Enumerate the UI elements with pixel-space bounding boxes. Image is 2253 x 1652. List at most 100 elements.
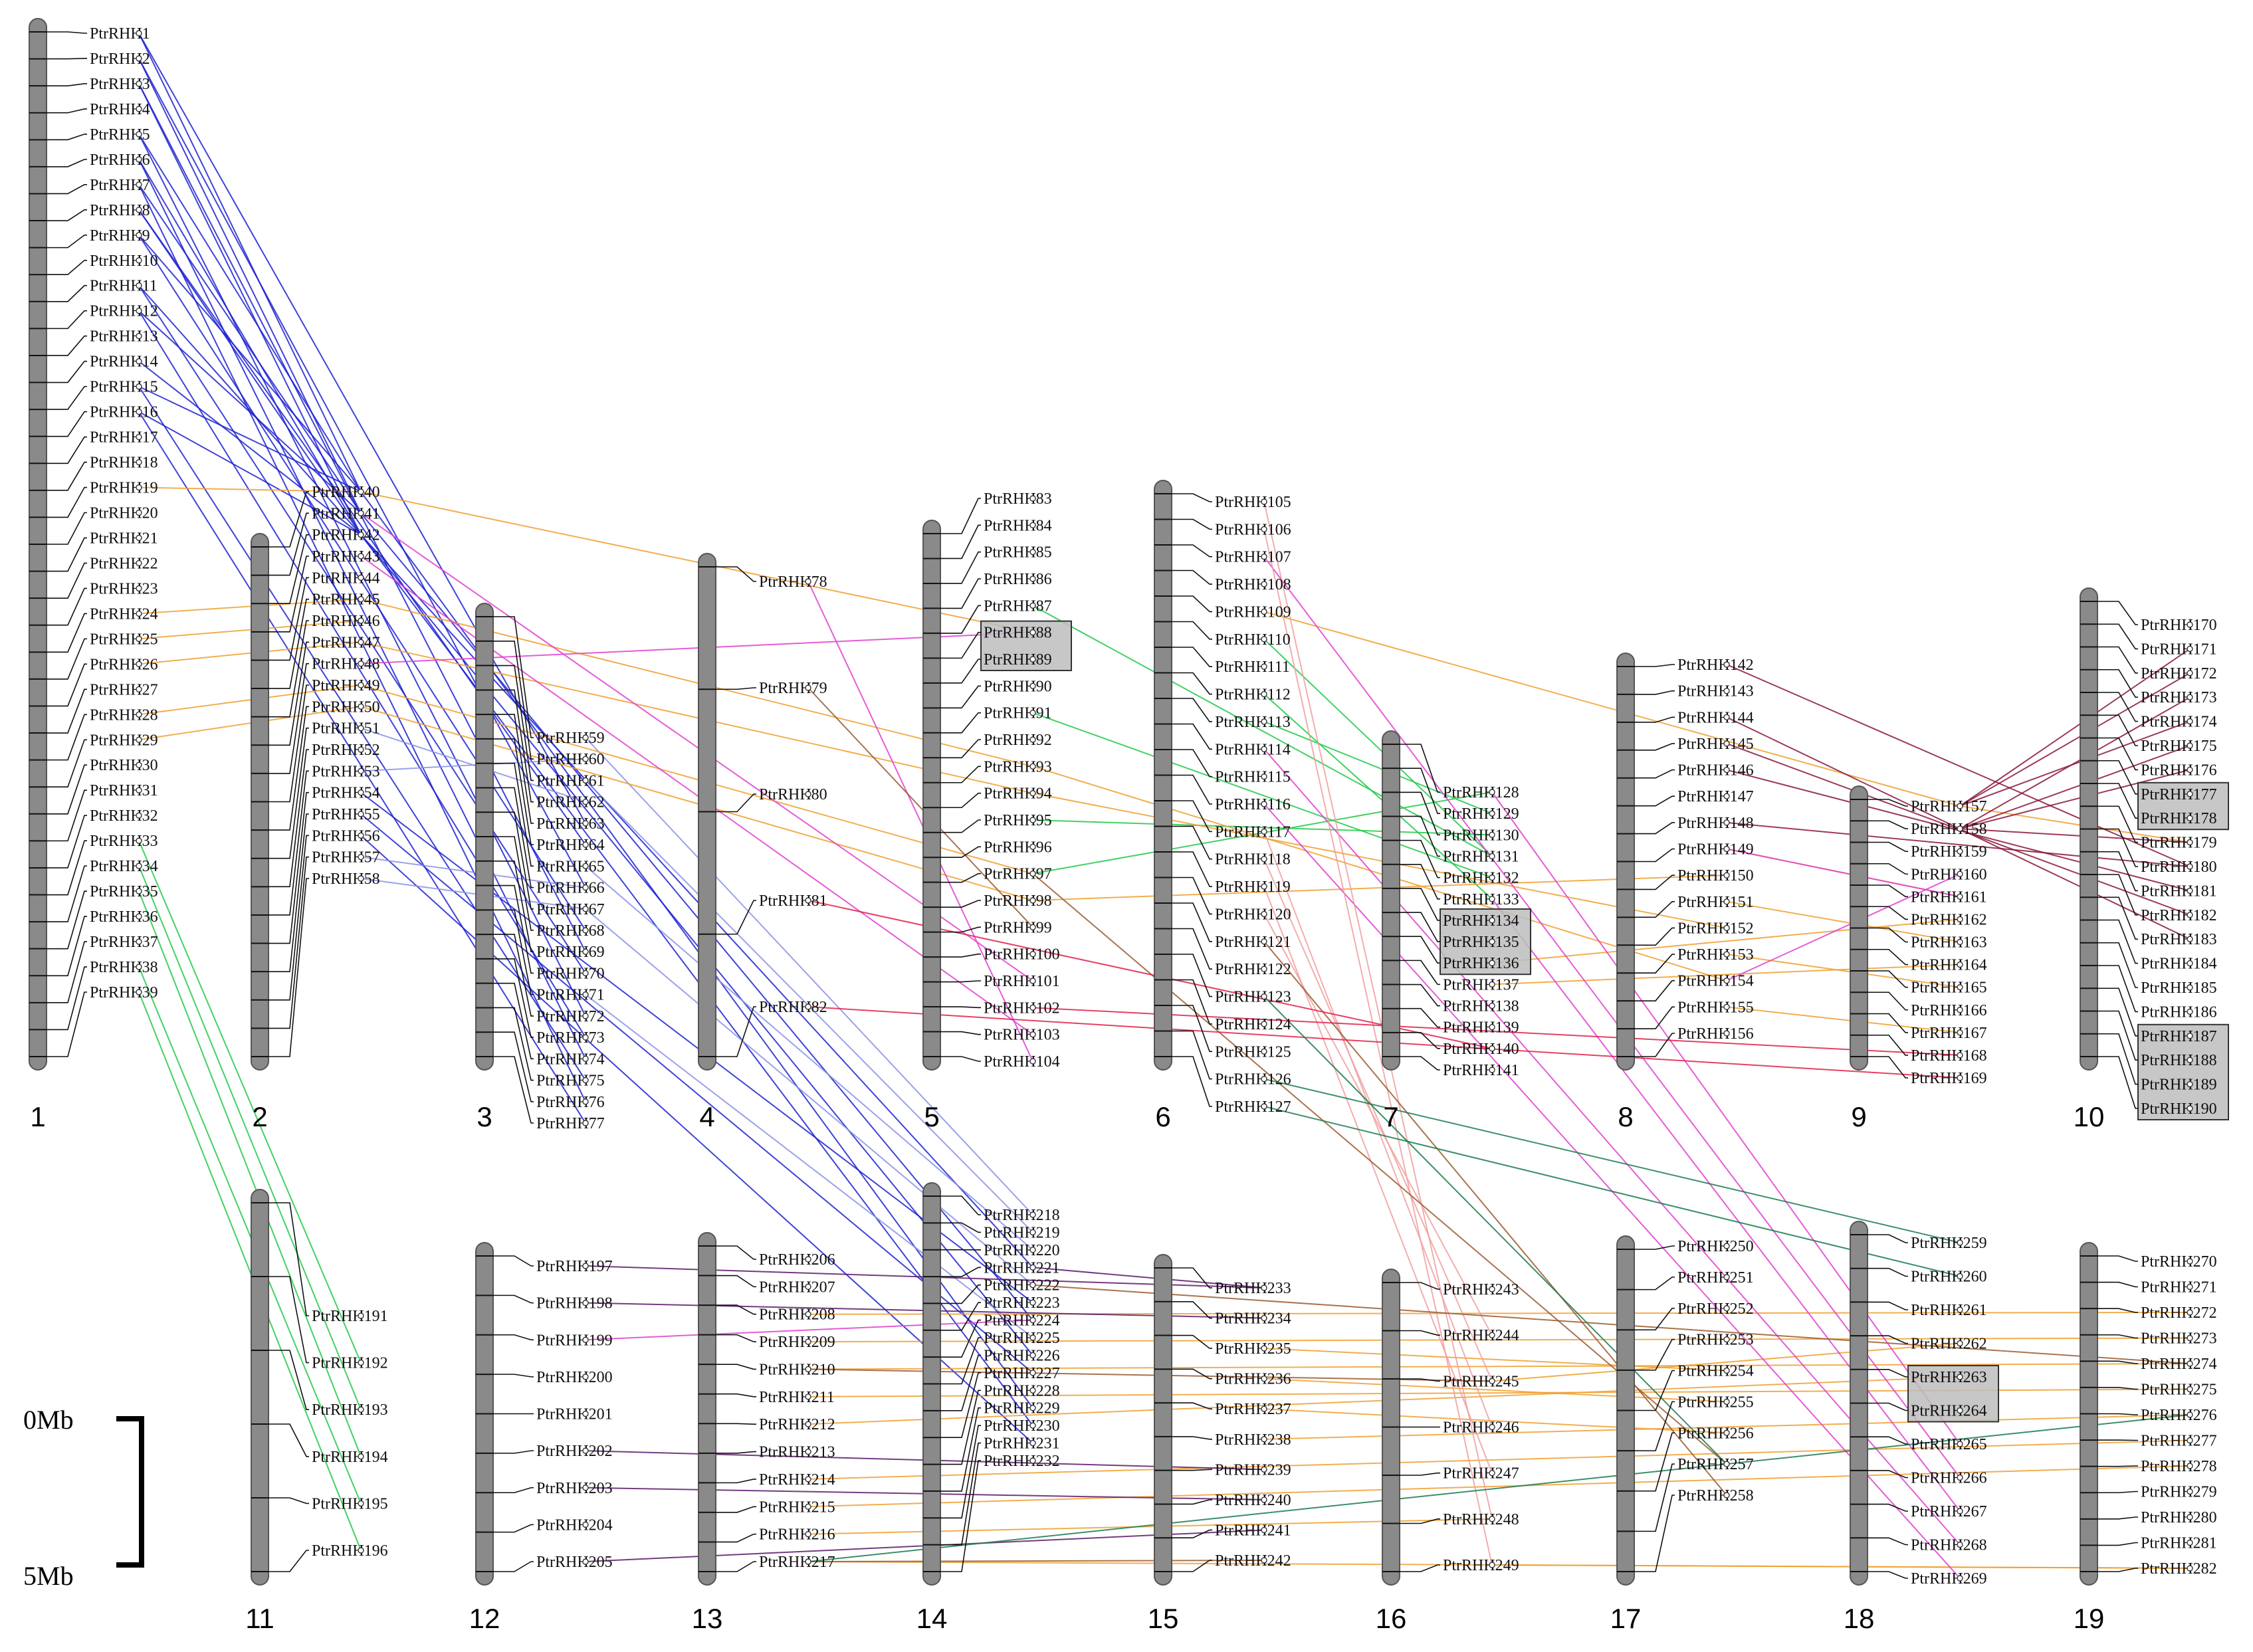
gene-marker: PtrRHH185: [2080, 942, 2217, 997]
gene-marker: PtrRHH195: [251, 1495, 388, 1512]
gene-marker: PtrRHH181: [2080, 851, 2217, 900]
gene-leader-line: [1172, 544, 1212, 558]
gene-anchor-dot: [1957, 1374, 1963, 1380]
gene-leader-line: [493, 738, 534, 845]
gene-marker: PtrRHH74: [476, 982, 605, 1068]
gene-anchor-dot: [2187, 815, 2193, 821]
gene-label: PtrRHH186: [2141, 1003, 2217, 1021]
gene-label: PtrRHH235: [1215, 1340, 1291, 1358]
gene-marker: PtrRHH12: [29, 303, 158, 330]
gene-marker: PtrRHH116: [1154, 774, 1291, 813]
gene-marker: PtrRHH193: [251, 1350, 388, 1419]
gene-label: PtrRHH112: [1215, 686, 1291, 704]
gene-anchor-dot: [2187, 670, 2193, 676]
collinearity-link: [1263, 748, 1961, 1546]
gene-anchor-dot: [1723, 1243, 1730, 1249]
gene-anchor-dot: [1957, 938, 1963, 946]
gene-marker: PtrRHH34: [29, 858, 158, 923]
gene-anchor-dot: [1723, 1398, 1730, 1405]
gene-anchor-dot: [1723, 1305, 1730, 1312]
gene-marker: PtrRHH48: [251, 656, 380, 774]
collinearity-link: [1726, 873, 1961, 981]
gene-marker: PtrRHH29: [29, 732, 158, 788]
gene-marker: PtrRHH113: [1154, 698, 1291, 731]
gene-anchor-dot: [582, 1034, 589, 1041]
gene-leader-line: [47, 890, 87, 950]
gene-label: PtrRHH230: [984, 1417, 1060, 1435]
gene-leader-line: [47, 613, 87, 653]
chromosome-12: 12 PtrRHH197 PtrRHH198 PtrRHH199 PtrRHH200 Pt…: [469, 1242, 613, 1634]
gene-marker: PtrRHH262: [1850, 1335, 1987, 1353]
gene-label: PtrRHH246: [1443, 1419, 1519, 1437]
gene-anchor-dot: [582, 1120, 589, 1126]
gene-anchor-dot: [1261, 1526, 1267, 1534]
gene-label: PtrRHH76: [536, 1094, 605, 1111]
gene-marker: PtrRHH97: [923, 866, 1052, 883]
gene-leader-line: [268, 727, 309, 859]
gene-anchor-dot: [358, 510, 364, 517]
gene-label: PtrRHH57: [312, 849, 380, 867]
collinearity-link: [1263, 639, 1493, 857]
collinearity-link: [1263, 1414, 2191, 1440]
gene-anchor-dot: [1489, 1286, 1495, 1292]
gene-leader-line: [268, 1276, 309, 1364]
gene-leader-line: [493, 616, 534, 738]
gene-marker: PtrRHH81: [698, 892, 827, 935]
gene-marker: PtrRHH239: [1154, 1461, 1291, 1479]
gene-marker: PtrRHH100: [923, 946, 1060, 964]
gene-leader-line: [940, 1425, 981, 1519]
gene-anchor-dot: [1957, 983, 1963, 991]
chromosome-19: 19 PtrRHH270 PtrRHH271 PtrRHH272 PtrRHH273 Pt…: [2074, 1242, 2217, 1634]
gene-leader-line: [716, 1275, 756, 1288]
gene-leader-line: [940, 659, 981, 684]
gene-label: PtrRHH171: [2141, 641, 2217, 658]
gene-marker: PtrRHH273: [2080, 1330, 2217, 1348]
gene-anchor-dot: [1029, 789, 1036, 797]
gene-leader-line: [1634, 1338, 1675, 1371]
gene-marker: PtrRHH53: [251, 763, 380, 916]
gene-marker: PtrRHH175: [2080, 714, 2217, 755]
gene-anchor-dot: [582, 906, 589, 912]
gene-label: PtrRHH157: [1911, 798, 1987, 815]
collinearity-link: [1263, 1348, 1727, 1372]
gene-leader-line: [1634, 1033, 1675, 1057]
gene-label: PtrRHH182: [2141, 907, 2217, 924]
gene-marker: PtrRHH107: [1154, 544, 1291, 566]
gene-anchor-dot: [136, 383, 142, 390]
collinearity-link: [1032, 875, 1727, 901]
gene-marker: PtrRHH47: [251, 634, 380, 746]
gene-marker: PtrRHH179: [2080, 805, 2217, 852]
gene-leader-line: [268, 1423, 309, 1457]
chromosome-number: 3: [477, 1101, 492, 1132]
collinearity-link: [1959, 720, 2191, 807]
gene-label: PtrRHH225: [984, 1330, 1060, 1347]
gene-label: PtrRHH92: [984, 732, 1052, 749]
gene-label: PtrRHH226: [984, 1347, 1060, 1364]
gene-label: PtrRHH106: [1215, 521, 1291, 538]
gene-anchor-dot: [2187, 621, 2193, 628]
gene-anchor-dot: [136, 181, 142, 188]
gene-marker: PtrRHH196: [251, 1542, 388, 1572]
gene-leader-line: [47, 108, 87, 114]
gene-label: PtrRHH122: [1215, 961, 1291, 978]
gene-anchor-dot: [1029, 1439, 1036, 1447]
gene-label: PtrRHH215: [759, 1498, 835, 1516]
gene-anchor-dot: [1723, 1367, 1730, 1374]
gene-label: PtrRHH175: [2141, 738, 2217, 755]
gene-label: PtrRHH39: [90, 984, 158, 1001]
gene-marker: PtrRHH59: [476, 616, 605, 747]
gene-leader-line: [1634, 1432, 1675, 1492]
gene-marker: PtrRHH140: [1382, 1031, 1519, 1058]
gene-leader-line: [47, 184, 87, 195]
gene-anchor-dot: [2187, 1008, 2193, 1015]
gene-marker: PtrRHH95: [923, 812, 1052, 833]
gene-label: PtrRHH27: [90, 681, 158, 698]
gene-anchor-dot: [1029, 1247, 1036, 1253]
gene-leader-line: [47, 966, 87, 1031]
gene-anchor-dot: [358, 1547, 364, 1554]
gene-marker: PtrRHH3: [29, 76, 150, 93]
gene-anchor-dot: [1489, 917, 1495, 924]
gene-anchor-dot: [1029, 870, 1036, 877]
gene-leader-line: [940, 739, 981, 759]
gene-marker: PtrRHH137: [1382, 960, 1519, 993]
